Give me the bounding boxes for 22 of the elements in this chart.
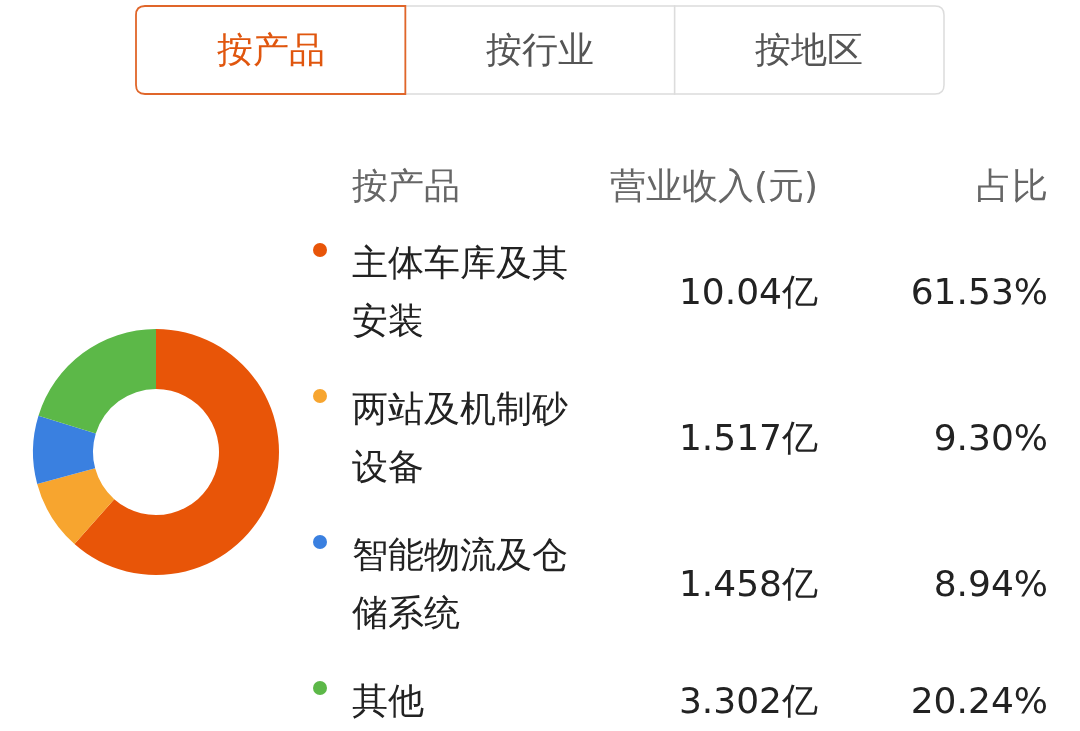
text: 20.24% <box>910 679 1048 721</box>
text: 61.53% <box>910 270 1048 312</box>
data-label: 1.517亿 <box>678 416 818 458</box>
legend-label: 主体车库及其安装 <box>352 241 568 341</box>
legend-label: 其他 <box>352 679 424 721</box>
donut-slice <box>33 415 96 484</box>
data-label: 10.04亿 <box>678 270 818 312</box>
text: 按地区 <box>755 28 864 70</box>
donut-slice <box>38 329 156 434</box>
text: 8.94% <box>933 562 1048 604</box>
donut-slice <box>37 468 115 545</box>
text: 按行业 <box>486 28 594 70</box>
text: 营业收入(元) <box>609 164 818 206</box>
legend-label: 两站及机制砂设备 <box>352 387 568 487</box>
text: 占比 <box>976 164 1048 206</box>
legend-title: 按产品 <box>352 164 460 206</box>
legend-label: 智能物流及仓储系统 <box>352 533 568 633</box>
donut-slice <box>74 329 279 575</box>
data-label: 1.458亿 <box>678 562 818 604</box>
text: 9.30% <box>933 416 1048 458</box>
data-label: 3.302亿 <box>678 679 818 721</box>
text: 按产品 <box>216 28 325 70</box>
